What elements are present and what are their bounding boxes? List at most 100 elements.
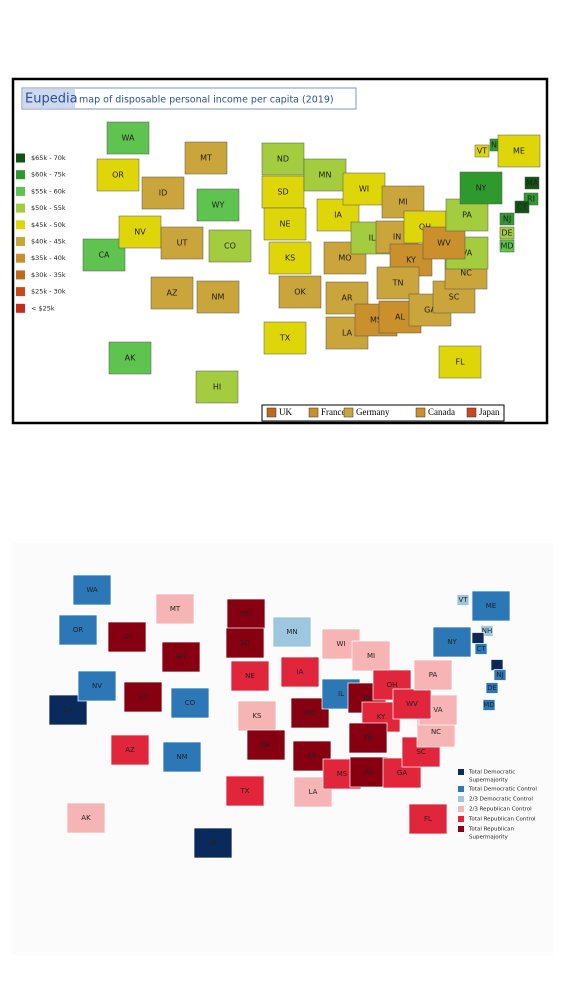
- state-label: CA: [63, 706, 73, 714]
- state-label: KY: [377, 713, 386, 721]
- legend-label: 2/3 Democratic Control: [469, 797, 533, 803]
- state-label: CT: [517, 203, 528, 212]
- state: [141, 176, 185, 210]
- state-label: NV: [134, 228, 146, 237]
- state: [497, 134, 541, 168]
- state-label: MO: [304, 709, 316, 717]
- brand: Eupedia: [25, 92, 78, 107]
- legend-swatch: [458, 826, 464, 832]
- legend-swatch: [458, 806, 464, 812]
- state-label: MI: [367, 652, 375, 660]
- state: [342, 172, 386, 206]
- state-label: ID: [159, 189, 168, 198]
- state: [72, 574, 112, 606]
- state-label: AZ: [167, 289, 178, 298]
- state-label: IN: [363, 694, 370, 702]
- state-label: MO: [338, 254, 351, 263]
- state-label: IL: [338, 690, 344, 698]
- state-label: LA: [309, 788, 318, 796]
- state: [106, 121, 150, 155]
- map2: WA OR CA NV ID MT WY UT CO AZ NM ND SD NE KS OK TX MN IA MO…: [48, 574, 537, 859]
- legend-swatch: [16, 270, 25, 280]
- country-swatch: [308, 407, 319, 418]
- state-label: WI: [359, 185, 369, 194]
- state-label: TN: [392, 279, 404, 288]
- state-label: VT: [477, 147, 487, 156]
- legend-swatch: [458, 769, 464, 775]
- state: [96, 158, 140, 192]
- legend-swatch: [16, 220, 25, 230]
- state-label: ME: [486, 602, 496, 610]
- state-label: ND: [241, 610, 252, 618]
- legend-label: Total Republican: [468, 827, 514, 833]
- state: [471, 590, 511, 622]
- state-label: OR: [112, 171, 124, 180]
- state: [195, 370, 239, 404]
- state: [193, 827, 233, 859]
- state-label: NV: [92, 682, 102, 690]
- state-label: MA: [526, 179, 539, 188]
- state: [278, 275, 322, 309]
- state-label: MD: [500, 242, 513, 251]
- state-label: AZ: [125, 746, 135, 754]
- state-label: ND: [277, 155, 289, 164]
- state-label: NM: [212, 293, 225, 302]
- state-label: NH: [491, 141, 503, 150]
- legend-swatch: [16, 237, 25, 246]
- state: [246, 729, 286, 761]
- state-label: UT: [138, 693, 148, 701]
- state: [272, 616, 312, 648]
- state-label: HI: [213, 383, 221, 392]
- state-label: MD: [483, 701, 494, 709]
- state-label: NE: [245, 672, 255, 680]
- state: [226, 598, 266, 630]
- legend-swatch: [16, 253, 25, 263]
- state: [303, 158, 347, 192]
- state-label: MT: [170, 605, 181, 613]
- state: [196, 280, 240, 314]
- state: [456, 594, 470, 606]
- state-label: MS: [370, 316, 382, 325]
- state-label: TN: [362, 734, 373, 742]
- state-label: TX: [279, 334, 291, 343]
- state-label: KS: [285, 254, 295, 263]
- state-label: SD: [277, 188, 288, 197]
- state-label: WI: [337, 640, 346, 648]
- legend-label: $30k - 35k: [31, 271, 66, 279]
- country-swatch: [266, 407, 277, 418]
- state-label: WA: [122, 134, 135, 143]
- country-swatch: [415, 407, 426, 418]
- state: [392, 688, 432, 720]
- state: [351, 640, 391, 672]
- legend-label: $40k - 45k: [31, 238, 66, 246]
- state: [170, 687, 210, 719]
- legend-swatch: [458, 796, 464, 802]
- state: [150, 276, 194, 310]
- state-label: WY: [175, 653, 187, 661]
- legend-label: $35k - 40k: [31, 254, 66, 262]
- state-label: OR: [73, 626, 84, 634]
- state-label: FL: [424, 815, 432, 823]
- state: [107, 621, 147, 653]
- state-label: NY: [447, 638, 457, 646]
- state-label: SC: [416, 748, 425, 756]
- state-label: OK: [261, 741, 272, 749]
- legend-label: Supermajority: [469, 835, 509, 841]
- country-swatch: [343, 407, 354, 418]
- state-label: CO: [185, 699, 196, 707]
- state: [499, 212, 515, 226]
- state-label: MN: [286, 628, 297, 636]
- state: [408, 803, 448, 835]
- state-label: DE: [501, 229, 512, 238]
- legend-label: Supermajority: [469, 778, 509, 784]
- state: [261, 142, 305, 176]
- country-label: Germany: [356, 407, 390, 417]
- legend-swatch: [16, 186, 25, 196]
- state: [524, 176, 540, 190]
- state-label: WA: [86, 586, 98, 594]
- state-label: MI: [398, 198, 407, 207]
- state-label: FL: [455, 358, 465, 367]
- state: [349, 756, 389, 788]
- state: [66, 802, 106, 834]
